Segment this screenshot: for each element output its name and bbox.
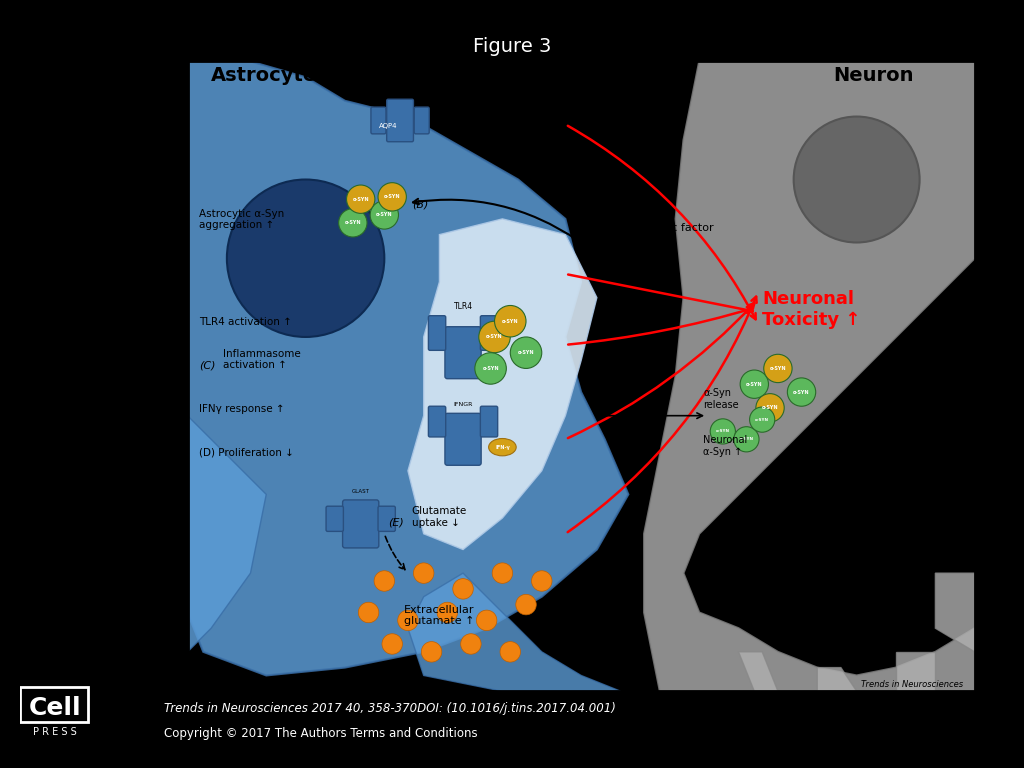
Circle shape — [495, 306, 526, 337]
Circle shape — [437, 602, 458, 623]
Text: α-SYN: α-SYN — [344, 220, 361, 225]
Text: α-SYN: α-SYN — [762, 406, 778, 410]
Text: Astrocytic α-Syn
aggregation ↑: Astrocytic α-Syn aggregation ↑ — [200, 209, 285, 230]
Polygon shape — [408, 219, 597, 550]
Circle shape — [461, 634, 481, 654]
Text: Neurotrophic factor
release ↓: Neurotrophic factor release ↓ — [605, 223, 714, 244]
Circle shape — [510, 337, 542, 369]
Circle shape — [382, 634, 402, 654]
Text: (A): (A) — [380, 84, 396, 94]
Text: GLAST: GLAST — [352, 488, 370, 494]
Text: α-SYN: α-SYN — [384, 194, 400, 200]
Polygon shape — [644, 61, 975, 691]
Circle shape — [500, 641, 520, 662]
Text: α-SYN: α-SYN — [755, 418, 769, 422]
Polygon shape — [896, 652, 935, 691]
FancyBboxPatch shape — [428, 316, 445, 350]
Text: α-SYN: α-SYN — [352, 197, 369, 202]
Polygon shape — [738, 652, 778, 691]
Text: α-SYN: α-SYN — [486, 334, 503, 339]
Text: Neuron: Neuron — [834, 66, 913, 85]
Circle shape — [414, 563, 434, 584]
Circle shape — [764, 354, 793, 382]
FancyBboxPatch shape — [428, 406, 445, 437]
Polygon shape — [817, 667, 857, 691]
Text: Neuronal
α-Syn ↑: Neuronal α-Syn ↑ — [703, 435, 748, 457]
Text: P R E S S: P R E S S — [33, 727, 77, 737]
Text: IFN-γ: IFN-γ — [495, 445, 510, 450]
FancyBboxPatch shape — [445, 413, 481, 465]
Text: Figure 3: Figure 3 — [473, 37, 551, 55]
Polygon shape — [935, 573, 975, 652]
Circle shape — [750, 407, 775, 432]
Circle shape — [378, 183, 407, 211]
Text: Neuronal
Toxicity ↑: Neuronal Toxicity ↑ — [762, 290, 861, 329]
Circle shape — [756, 394, 784, 422]
Text: (C): (C) — [200, 360, 216, 370]
Text: Copyright © 2017 The Authors Terms and Conditions: Copyright © 2017 The Authors Terms and C… — [164, 727, 477, 740]
Circle shape — [374, 571, 394, 591]
Circle shape — [397, 610, 418, 631]
Text: α-SYN: α-SYN — [518, 350, 535, 356]
Circle shape — [358, 602, 379, 623]
Circle shape — [476, 610, 497, 631]
Text: AQP4 mislocalisation
- impaired water transport: AQP4 mislocalisation - impaired water tr… — [486, 86, 634, 108]
Text: α-SYN: α-SYN — [739, 437, 754, 442]
Text: α-SYN: α-SYN — [482, 366, 499, 371]
Circle shape — [493, 563, 513, 584]
Circle shape — [346, 185, 375, 214]
Text: TLR4 activation ↑: TLR4 activation ↑ — [200, 317, 292, 327]
Circle shape — [794, 117, 920, 243]
FancyBboxPatch shape — [378, 506, 395, 531]
Text: α-SYN: α-SYN — [502, 319, 518, 324]
Circle shape — [339, 209, 367, 237]
Text: Inflammasome
activation ↑: Inflammasome activation ↑ — [223, 349, 301, 370]
Text: α-SYN: α-SYN — [794, 389, 810, 395]
Circle shape — [479, 321, 510, 353]
Text: TLR4: TLR4 — [454, 303, 473, 311]
Text: Trends in Neurosciences 2017 40, 358-370DOI: (10.1016/j.tins.2017.04.001): Trends in Neurosciences 2017 40, 358-370… — [164, 703, 615, 715]
Circle shape — [227, 180, 384, 337]
FancyBboxPatch shape — [371, 107, 386, 134]
FancyBboxPatch shape — [387, 99, 414, 142]
FancyBboxPatch shape — [415, 107, 429, 134]
Text: α-SYN: α-SYN — [746, 382, 763, 387]
Text: IFNGR: IFNGR — [454, 402, 473, 407]
Text: Extracellular
glutamate ↑: Extracellular glutamate ↑ — [404, 604, 475, 626]
Text: α-SYN: α-SYN — [770, 366, 786, 371]
Text: (E): (E) — [388, 518, 404, 528]
Text: Trends in Neurosciences: Trends in Neurosciences — [861, 680, 963, 689]
Circle shape — [787, 378, 816, 406]
FancyBboxPatch shape — [343, 500, 379, 548]
Circle shape — [453, 578, 473, 599]
Text: (D) Proliferation ↓: (D) Proliferation ↓ — [200, 447, 294, 457]
Text: Glutamate
uptake ↓: Glutamate uptake ↓ — [412, 506, 467, 528]
Circle shape — [740, 370, 768, 399]
Text: Cell: Cell — [29, 696, 81, 720]
FancyBboxPatch shape — [480, 316, 498, 350]
FancyBboxPatch shape — [480, 406, 498, 437]
Text: α-SYN: α-SYN — [376, 213, 392, 217]
Text: α-SYN: α-SYN — [716, 429, 730, 433]
Polygon shape — [187, 61, 629, 676]
Circle shape — [531, 571, 552, 591]
Text: (B): (B) — [412, 199, 428, 209]
FancyBboxPatch shape — [20, 687, 88, 722]
Text: α-Syn
release: α-Syn release — [703, 388, 738, 410]
Circle shape — [421, 641, 441, 662]
Text: AQP4: AQP4 — [379, 124, 397, 129]
Polygon shape — [408, 573, 621, 691]
Text: Astrocyte: Astrocyte — [211, 66, 317, 85]
FancyBboxPatch shape — [445, 326, 481, 379]
Circle shape — [711, 419, 735, 444]
Text: IFNγ response ↑: IFNγ response ↑ — [200, 404, 285, 414]
Circle shape — [516, 594, 537, 615]
Circle shape — [475, 353, 506, 384]
FancyBboxPatch shape — [326, 506, 343, 531]
Circle shape — [734, 427, 759, 452]
Ellipse shape — [488, 439, 516, 456]
Circle shape — [370, 200, 398, 229]
Polygon shape — [187, 415, 266, 652]
